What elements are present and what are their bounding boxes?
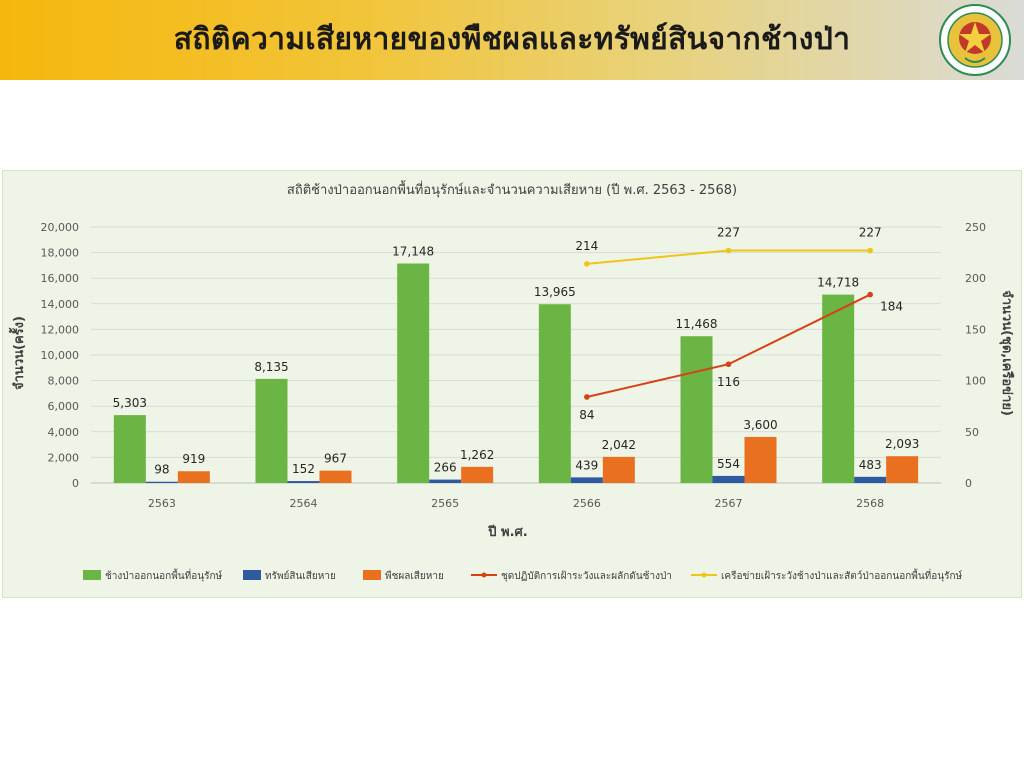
line-point bbox=[584, 261, 590, 267]
data-label: 214 bbox=[575, 239, 598, 253]
y2-tick-label: 50 bbox=[965, 426, 979, 439]
data-label: 8,135 bbox=[254, 360, 288, 374]
y2-axis-label: จำนวน(ชุด,เครือข่าย) bbox=[999, 290, 1015, 416]
data-label: 967 bbox=[324, 452, 347, 466]
data-label: 2,042 bbox=[602, 438, 636, 452]
line-point bbox=[867, 247, 873, 254]
y-tick-label: 16,000 bbox=[41, 272, 80, 285]
y2-tick-label: 150 bbox=[965, 323, 986, 336]
header-banner: สถิติความเสียหายของพืชผลและทรัพย์สินจากช… bbox=[0, 0, 1024, 80]
legend-label: เครือข่ายเฝ้าระวังช้างป่าและสัตว์ป่าออกน… bbox=[721, 568, 963, 582]
legend-label: ช้างป่าออกนอกพื้นที่อนุรักษ์ bbox=[105, 568, 222, 582]
line-point bbox=[725, 247, 732, 254]
y-tick-label: 18,000 bbox=[41, 247, 80, 260]
bar bbox=[177, 471, 210, 483]
legend-item: ทรัพย์สินเสียหาย bbox=[243, 570, 336, 582]
y-tick-label: 14,000 bbox=[41, 298, 80, 311]
data-label: 84 bbox=[579, 408, 594, 422]
data-label: 1,262 bbox=[460, 448, 494, 462]
bar bbox=[287, 481, 320, 483]
bar bbox=[429, 479, 462, 483]
y-tick-label: 8,000 bbox=[48, 375, 80, 388]
chart-panel: สถิติช้างป่าออกนอกพื้นที่อนุรักษ์และจำนว… bbox=[2, 170, 1022, 598]
legend-item: เครือข่ายเฝ้าระวังช้างป่าและสัตว์ป่าออกน… bbox=[691, 568, 963, 582]
data-label: 5,303 bbox=[113, 396, 147, 410]
data-label: 227 bbox=[717, 226, 740, 240]
data-label: 227 bbox=[859, 226, 882, 240]
y-tick-label: 0 bbox=[72, 477, 79, 490]
y-tick-label: 10,000 bbox=[41, 349, 80, 362]
line-point bbox=[725, 361, 732, 368]
legend-swatch bbox=[83, 570, 101, 580]
y2-tick-label: 100 bbox=[965, 375, 986, 388]
bar bbox=[461, 466, 494, 483]
legend-item: ชุดปฏิบัติการเฝ้าระวังและผลักดันช้างป่า bbox=[471, 570, 672, 582]
x-tick-label: 2568 bbox=[856, 497, 884, 510]
y2-tick-label: 0 bbox=[965, 477, 972, 490]
data-label: 152 bbox=[292, 462, 315, 476]
data-label: 2,093 bbox=[885, 437, 919, 451]
bar bbox=[570, 477, 603, 483]
data-label: 483 bbox=[859, 458, 882, 472]
data-label: 17,148 bbox=[392, 245, 434, 259]
bar bbox=[854, 476, 887, 483]
y-tick-label: 12,000 bbox=[41, 323, 80, 336]
legend-label: ชุดปฏิบัติการเฝ้าระวังและผลักดันช้างป่า bbox=[501, 570, 672, 582]
data-label: 266 bbox=[434, 461, 457, 475]
x-axis-label: ปี พ.ศ. bbox=[487, 524, 528, 540]
data-label: 11,468 bbox=[676, 317, 718, 331]
bar bbox=[822, 294, 855, 483]
y-tick-label: 20,000 bbox=[41, 221, 80, 234]
y-tick-label: 4,000 bbox=[48, 426, 80, 439]
data-label: 14,718 bbox=[817, 276, 859, 290]
data-label: 439 bbox=[575, 458, 598, 472]
legend-label: ทรัพย์สินเสียหาย bbox=[265, 570, 336, 582]
bar bbox=[602, 456, 635, 483]
legend-label: พืชผลเสียหาย bbox=[385, 570, 444, 582]
page-title: สถิติความเสียหายของพืชผลและทรัพย์สินจากช… bbox=[173, 22, 851, 57]
y-tick-label: 6,000 bbox=[48, 400, 80, 413]
bar bbox=[319, 470, 352, 483]
line-point bbox=[867, 291, 873, 298]
bar bbox=[113, 415, 146, 483]
bar bbox=[397, 263, 430, 483]
chart-title: สถิติช้างป่าออกนอกพื้นที่อนุรักษ์และจำนว… bbox=[287, 180, 737, 198]
legend-item: พืชผลเสียหาย bbox=[363, 570, 444, 582]
y2-tick-label: 200 bbox=[965, 272, 986, 285]
bar bbox=[538, 304, 571, 483]
legend-swatch bbox=[363, 570, 381, 580]
x-tick-label: 2563 bbox=[148, 497, 176, 510]
line-point bbox=[584, 394, 590, 400]
bar bbox=[712, 475, 745, 483]
data-label: 919 bbox=[182, 452, 205, 466]
legend-marker bbox=[701, 572, 707, 578]
x-tick-label: 2566 bbox=[573, 497, 601, 510]
x-tick-label: 2564 bbox=[290, 497, 318, 510]
data-label: 184 bbox=[880, 300, 903, 314]
bar bbox=[680, 336, 713, 483]
bar bbox=[255, 378, 288, 483]
data-label: 116 bbox=[717, 375, 740, 389]
bar bbox=[145, 481, 178, 483]
data-label: 13,965 bbox=[534, 285, 576, 299]
bar bbox=[744, 436, 777, 483]
legend-item: ช้างป่าออกนอกพื้นที่อนุรักษ์ bbox=[83, 568, 222, 582]
data-label: 98 bbox=[154, 463, 169, 477]
chart-svg: สถิติช้างป่าออกนอกพื้นที่อนุรักษ์และจำนว… bbox=[8, 180, 1015, 582]
data-label: 3,600 bbox=[743, 418, 777, 432]
data-label: 554 bbox=[717, 457, 740, 471]
department-seal-logo bbox=[939, 4, 1011, 76]
y-tick-label: 2,000 bbox=[48, 451, 80, 464]
bar bbox=[886, 456, 919, 483]
y-axis-label: จำนวน(ครั้ง) bbox=[8, 316, 27, 390]
legend-swatch bbox=[243, 570, 261, 580]
legend-marker bbox=[481, 572, 487, 578]
y2-tick-label: 250 bbox=[965, 221, 986, 234]
x-tick-label: 2565 bbox=[431, 497, 459, 510]
x-tick-label: 2567 bbox=[715, 497, 743, 510]
